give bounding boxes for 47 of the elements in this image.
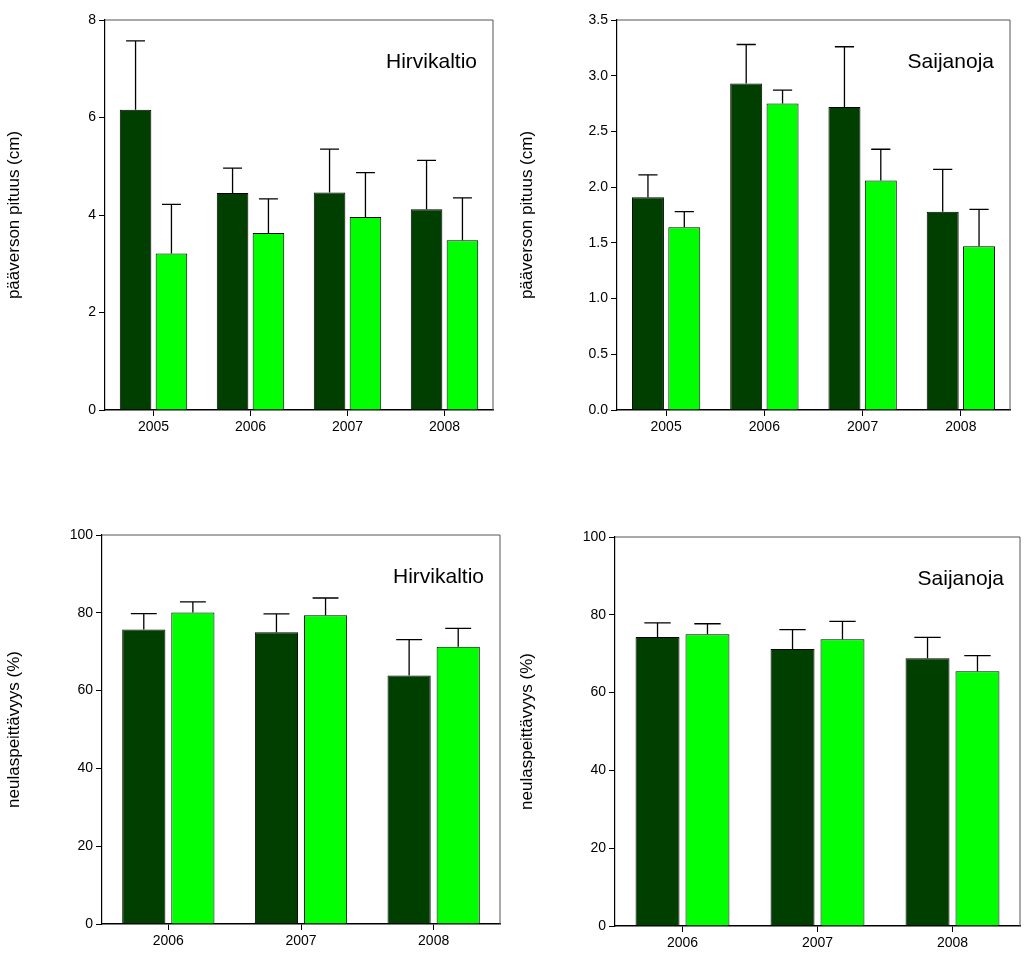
y-tick-label: 100	[69, 525, 94, 542]
y-tick-label: 40	[590, 761, 607, 778]
x-tick-label: 2006	[666, 934, 699, 951]
x-tick-label: 2008	[936, 934, 969, 951]
y-tick-label: 100	[582, 527, 607, 544]
y-tick-label: 3.0	[588, 66, 609, 83]
y-tick-label: 0	[598, 916, 607, 933]
y-tick-label: 6	[88, 108, 97, 125]
y-tick-label: 2	[88, 303, 97, 320]
y-tick-label: 0	[88, 400, 97, 417]
y-tick-label: 2.0	[588, 178, 609, 194]
y-tick-label: 0.5	[588, 345, 609, 362]
y-tick-label: 20	[77, 837, 94, 854]
y-tick-label: 60	[77, 681, 94, 698]
y-tick-label: 4	[88, 205, 97, 222]
y-tick-label: 80	[77, 603, 94, 620]
x-tick-label: 2008	[428, 418, 461, 435]
annotation: Saijanoja	[917, 565, 1005, 589]
x-tick-label: 2007	[331, 418, 364, 435]
y-tick-label: 3.5	[588, 10, 609, 27]
y-tick-label: 60	[590, 683, 607, 700]
y-tick-label: 0.0	[588, 400, 609, 417]
x-tick-label: 2008	[418, 932, 450, 949]
y-axis-title: pääverson pituus (cm)	[3, 130, 23, 300]
y-axis-title: neulaspeittävyys (%)	[516, 653, 536, 810]
x-tick-label: 2006	[748, 418, 781, 435]
annotation: Hirvikaltio	[392, 563, 484, 587]
y-tick-label: 80	[590, 605, 607, 622]
y-tick-label: 20	[590, 839, 607, 856]
x-tick-label: 2007	[285, 932, 317, 949]
y-tick-label: 8	[88, 10, 97, 27]
y-tick-label: 2.5	[588, 122, 609, 139]
annotation: Saijanoja	[907, 48, 995, 72]
y-tick-label: 1.0	[588, 289, 609, 306]
y-axis-title: neulaspeittävyys (%)	[3, 651, 23, 808]
y-tick-label: 1.5	[588, 233, 609, 250]
x-tick-label: 2005	[650, 418, 682, 435]
x-tick-label: 2006	[152, 932, 185, 949]
x-tick-label: 2005	[137, 418, 170, 435]
x-tick-label: 2006	[234, 418, 267, 435]
y-tick-label: 0	[85, 914, 94, 931]
y-tick-label: 40	[77, 759, 94, 776]
y-axis-title: pääverson pituus (cm)	[516, 130, 536, 300]
x-tick-label: 2007	[847, 418, 879, 435]
x-tick-label: 2007	[801, 934, 834, 951]
annotation: Hirvikaltio	[385, 48, 477, 72]
x-tick-label: 2008	[945, 418, 977, 435]
